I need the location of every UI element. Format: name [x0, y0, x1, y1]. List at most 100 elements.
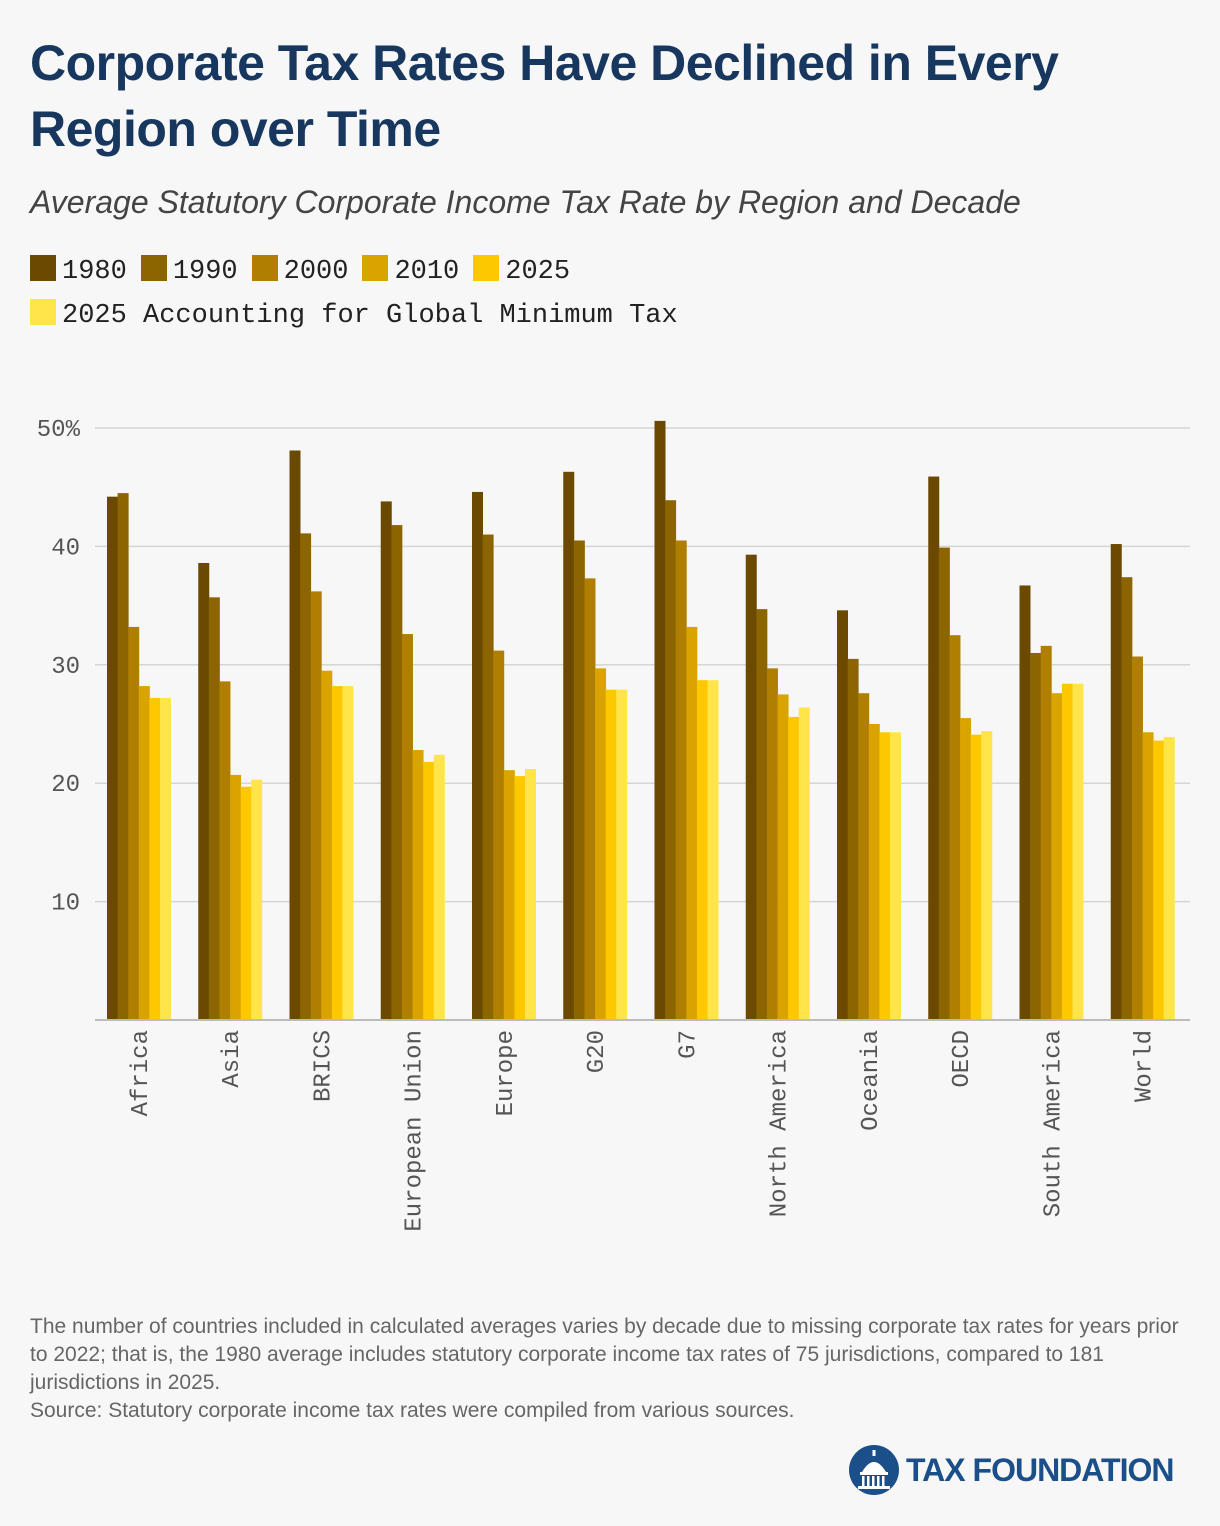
legend-swatch [473, 255, 500, 281]
bar-g20-2000 [584, 578, 596, 1020]
bar-oecd-1990 [938, 547, 950, 1020]
legend-label: 2010 [394, 257, 460, 287]
bar-brics-2000 [310, 591, 322, 1020]
bar-north-america-2025 [798, 707, 810, 1020]
bar-oecd-2000 [949, 635, 961, 1020]
footnote-note: The number of countries included in calc… [30, 1315, 1179, 1394]
bar-g7-1990 [665, 500, 677, 1020]
legend-label: 2025 [505, 257, 571, 287]
bar-europe-1990 [482, 534, 494, 1020]
bar-africa-2000 [128, 626, 140, 1020]
bar-asia-2000 [219, 681, 231, 1020]
bar-world-1990 [1121, 577, 1133, 1020]
bar-oecd-2010 [960, 718, 972, 1020]
chart-title: Corporate Tax Rates Have Declined in Eve… [30, 35, 1059, 157]
bar-oceania-1990 [847, 658, 859, 1020]
bar-european-union-1990 [391, 525, 403, 1020]
legend-swatch [30, 255, 56, 281]
bar-brics-1980 [289, 450, 301, 1021]
bar-g7-2000 [675, 540, 687, 1020]
bar-asia-2025 [251, 779, 263, 1020]
bar-chart: 10 20 30 40 50% Africa Asia BRICS European Union… [37, 417, 1190, 1232]
bar-africa-2025 [160, 697, 171, 1020]
y-tick-label: 10 [51, 891, 80, 918]
bar-south-america-2000 [1040, 645, 1052, 1020]
legend-swatch [140, 255, 167, 281]
bar-world-2010 [1142, 732, 1154, 1020]
x-category-label: World [1132, 1030, 1159, 1102]
bar-europe-2010 [503, 770, 515, 1020]
bar-europe-2025 [514, 776, 526, 1020]
bar-european-union-2025 [423, 761, 435, 1020]
bar-g20-2025 [605, 689, 617, 1020]
bar-north-america-2025 [788, 716, 800, 1020]
x-category-label: BRICS [310, 1030, 337, 1102]
x-category-label: South America [1040, 1030, 1067, 1217]
bar-g20-2010 [595, 668, 607, 1020]
bar-g7-1980 [654, 420, 666, 1020]
legend-label: 2000 [283, 257, 349, 287]
bar-oceania-2000 [858, 693, 870, 1020]
bar-oceania-2025 [890, 732, 901, 1020]
bar-south-america-2025 [1072, 683, 1084, 1020]
bar-brics-2010 [321, 670, 333, 1020]
chart-subtitle: Average Statutory Corporate Income Tax R… [30, 184, 1021, 220]
bar-south-america-1990 [1030, 652, 1042, 1020]
bar-oecd-1980 [928, 476, 940, 1020]
bar-africa-2010 [138, 686, 150, 1020]
bar-north-america-2010 [777, 694, 789, 1020]
bar-world-2025 [1163, 737, 1175, 1020]
bar-oceania-1980 [837, 610, 848, 1020]
bar-brics-2025 [342, 686, 354, 1020]
bar-g20-2025 [616, 689, 628, 1020]
bar-europe-2025 [525, 768, 536, 1020]
bar-asia-1990 [208, 597, 220, 1020]
x-category-label: European Union [402, 1030, 429, 1232]
bar-brics-2025 [331, 686, 343, 1020]
legend-item-2: 2000 [251, 250, 349, 294]
bar-european-union-1980 [380, 501, 392, 1021]
bar-european-union-2025 [433, 754, 445, 1020]
bar-asia-2025 [240, 786, 252, 1020]
legend-swatch [251, 255, 278, 281]
bar-world-2000 [1131, 656, 1143, 1020]
footnote: The number of countries included in calc… [30, 1313, 1200, 1425]
x-category-label: Europe [493, 1030, 520, 1116]
x-category-label: North America [767, 1030, 794, 1217]
legend-item-4: 2025 [473, 250, 570, 294]
tax-foundation-logo[interactable]: TAX FOUNDATION [848, 1440, 1174, 1500]
bar-european-union-2000 [401, 634, 413, 1020]
x-category-label: G7 [675, 1030, 702, 1059]
bar-europe-1980 [472, 491, 483, 1020]
bar-oecd-2025 [981, 731, 993, 1020]
bar-oceania-2025 [879, 732, 891, 1020]
x-category-label: Asia [219, 1030, 246, 1088]
bar-north-america-2000 [766, 668, 778, 1020]
bar-south-america-2025 [1061, 683, 1073, 1020]
x-category-label: OECD [949, 1030, 976, 1088]
bar-g7-2010 [686, 626, 698, 1020]
bar-europe-2000 [493, 650, 505, 1020]
legend-swatch [362, 255, 389, 281]
bar-africa-1980 [107, 496, 118, 1020]
bar-world-2025 [1153, 740, 1165, 1020]
bar-asia-1980 [198, 562, 210, 1020]
footnote-source: Source: Statutory corporate income tax r… [30, 1399, 795, 1422]
bar-asia-2010 [230, 774, 242, 1020]
bar-africa-1990 [117, 493, 129, 1020]
capitol-dome-icon [849, 1445, 899, 1495]
legend-swatch [30, 299, 56, 325]
bar-south-america-1980 [1019, 585, 1031, 1020]
bar-oceania-2010 [868, 724, 880, 1020]
bar-g7-2025 [707, 680, 719, 1020]
legend-label: 1990 [172, 257, 238, 287]
bar-brics-1990 [300, 533, 312, 1020]
y-tick-label: 20 [51, 772, 80, 799]
bar-g20-1990 [573, 540, 585, 1020]
logo-text: TAX FOUNDATION [906, 1451, 1174, 1488]
legend-item-0: 1980 [30, 250, 127, 294]
legend-label: 2025 Accounting for Global Minimum Tax [62, 301, 678, 331]
legend-item-5: 2025 Accounting for Global Minimum Tax [30, 294, 678, 338]
bar-south-america-2010 [1051, 693, 1063, 1020]
y-tick-label: 30 [51, 654, 80, 681]
